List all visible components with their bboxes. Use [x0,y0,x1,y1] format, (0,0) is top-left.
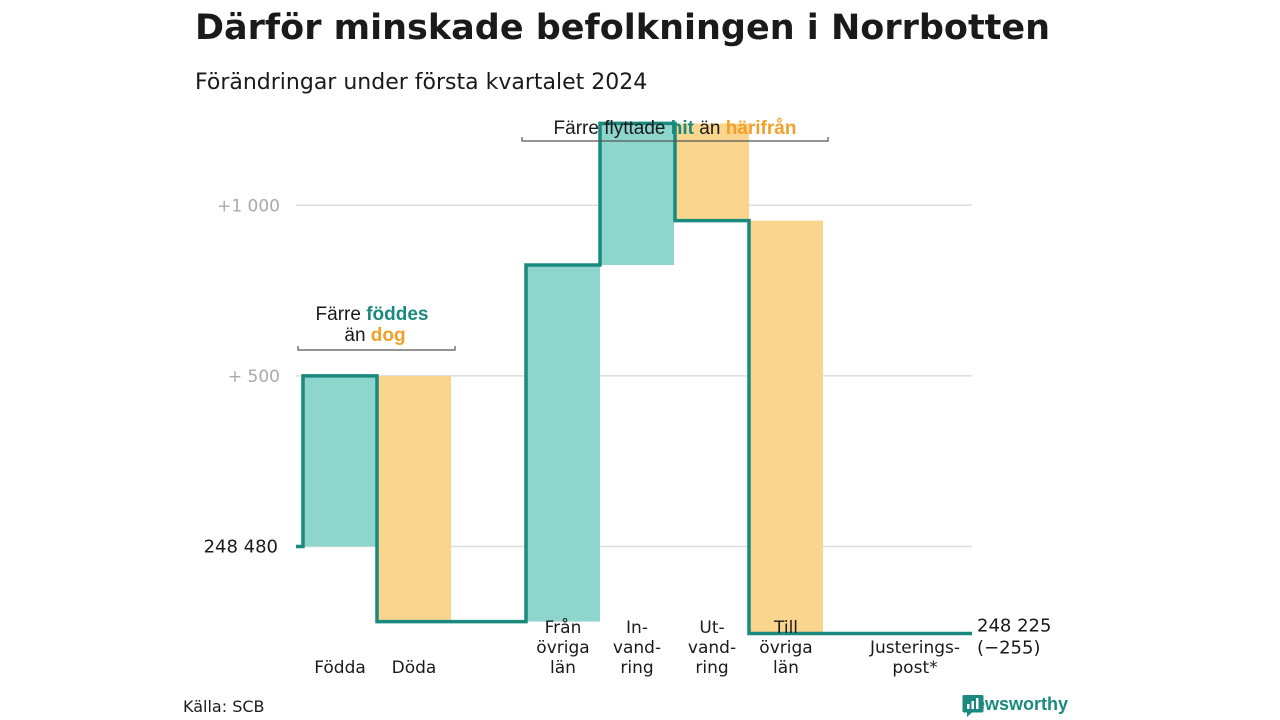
category-label: övriga [759,638,812,658]
category-label: In- [626,618,648,638]
category-label: vand- [688,638,736,658]
category-label: län [773,658,799,678]
annotation-text: än [344,325,370,346]
waterfall-bar [600,123,674,266]
migration-annotation: Färre flyttade hit än härifrån [554,118,797,139]
annotation-accent: föddes [366,304,428,325]
category-label: Justerings- [869,638,960,658]
births-annotation-line2: än dog [344,325,405,346]
category-label: Döda [392,658,437,678]
brand-name: Newsworthy [962,694,1069,714]
end-change-label: (−255) [977,638,1040,659]
annotation-text: än [694,118,726,139]
annotation-accent: härifrån [726,118,797,139]
category-label: vand- [613,638,661,658]
y-tick-label: + 500 [228,367,280,387]
waterfall-bar [303,375,377,547]
category-label: Födda [314,658,366,678]
newsworthy-logo-icon [962,695,984,717]
annotation-text: Färre [316,304,367,325]
chart-title: Därför minskade befolkningen i Norrbotte… [195,8,1051,48]
category-label: post* [892,658,937,678]
migration-bracket [521,137,829,142]
annotation-text: Färre flyttade [554,118,671,139]
waterfall-bar [526,265,600,622]
annotation-accent: hit [671,118,695,139]
category-label: övriga [536,638,589,658]
chart-subtitle: Förändringar under första kvartalet 2024 [195,70,648,95]
end-value-label: 248 225 [977,616,1051,637]
births-annotation-line1: Färre föddes [316,304,429,325]
start-value-label: 248 480 [204,537,278,558]
category-label: ring [620,658,653,678]
category-label: län [550,658,576,678]
births-bracket [297,346,456,351]
running-total-line [296,121,972,636]
waterfall-bar [377,375,451,622]
waterfall-bar [749,220,823,634]
waterfall-bar [675,123,749,221]
category-label: ring [695,658,728,678]
category-label: Till [773,618,798,638]
category-label: Ut- [699,618,724,638]
brand-logo: Newsworthy [962,694,1069,717]
annotation-accent: dog [371,325,406,346]
y-tick-label: +1 000 [217,196,280,216]
source-note: Källa: SCB [183,697,265,716]
category-label: Från [545,617,582,638]
